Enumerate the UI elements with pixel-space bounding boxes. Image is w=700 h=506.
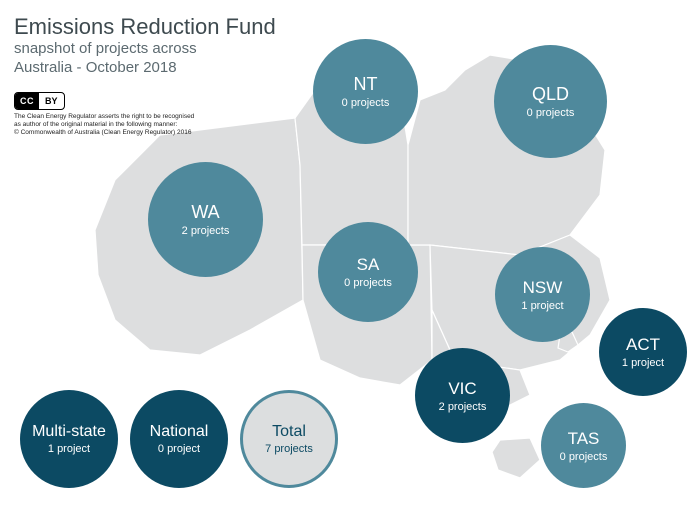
bubble-qld: QLD 0 projects: [494, 45, 607, 158]
bubble-count: 0 projects: [344, 277, 392, 289]
bubble-national: National 0 project: [130, 390, 228, 488]
bubble-label: SA: [357, 255, 380, 275]
bubble-count: 0 projects: [527, 107, 575, 119]
bubble-wa: WA 2 projects: [148, 162, 263, 277]
bubble-sa: SA 0 projects: [318, 222, 418, 322]
cc-icon-left: CC: [15, 93, 39, 109]
bubble-count: 1 project: [48, 443, 90, 455]
bubble-label: NSW: [523, 278, 563, 298]
cc-by-badge: CC BY: [14, 92, 65, 110]
page-subtitle-line1: snapshot of projects across: [14, 40, 276, 59]
bubble-label: VIC: [448, 379, 476, 399]
bubble-label: ACT: [626, 335, 660, 355]
bubble-vic: VIC 2 projects: [415, 348, 510, 443]
bubble-tas: TAS 0 projects: [541, 403, 626, 488]
map-tas: [492, 438, 540, 478]
bubble-total: Total 7 projects: [240, 390, 338, 488]
bubble-label: QLD: [532, 84, 569, 105]
bubble-count: 0 project: [158, 443, 200, 455]
page-subtitle-line2: Australia - October 2018: [14, 59, 276, 78]
bubble-act: ACT 1 project: [599, 308, 687, 396]
bubble-count: 0 projects: [560, 451, 608, 463]
bubble-count: 1 project: [521, 300, 563, 312]
bubble-nsw: NSW 1 project: [495, 247, 590, 342]
bubble-label: National: [150, 423, 209, 441]
bubble-count: 2 projects: [439, 401, 487, 413]
title-block: Emissions Reduction Fund snapshot of pro…: [14, 14, 276, 138]
attribution-line: © Commonwealth of Australia (Clean Energ…: [14, 129, 244, 137]
bubble-count: 7 projects: [265, 443, 313, 455]
bubble-multistate: Multi-state 1 project: [20, 390, 118, 488]
bubble-label: WA: [191, 202, 219, 223]
bubble-count: 0 projects: [342, 97, 390, 109]
attribution-text: The Clean Energy Regulator asserts the r…: [14, 113, 244, 138]
bubble-label: NT: [354, 74, 378, 95]
attribution-line: The Clean Energy Regulator asserts the r…: [14, 113, 244, 121]
bubble-label: TAS: [568, 429, 600, 449]
bubble-nt: NT 0 projects: [313, 39, 418, 144]
bubble-label: Multi-state: [32, 423, 106, 441]
bubble-count: 2 projects: [182, 225, 230, 237]
bubble-count: 1 project: [622, 357, 664, 369]
bubble-label: Total: [272, 423, 306, 441]
page-title: Emissions Reduction Fund: [14, 14, 276, 40]
cc-icon-right: BY: [39, 93, 64, 109]
license-row: CC BY: [14, 92, 276, 110]
